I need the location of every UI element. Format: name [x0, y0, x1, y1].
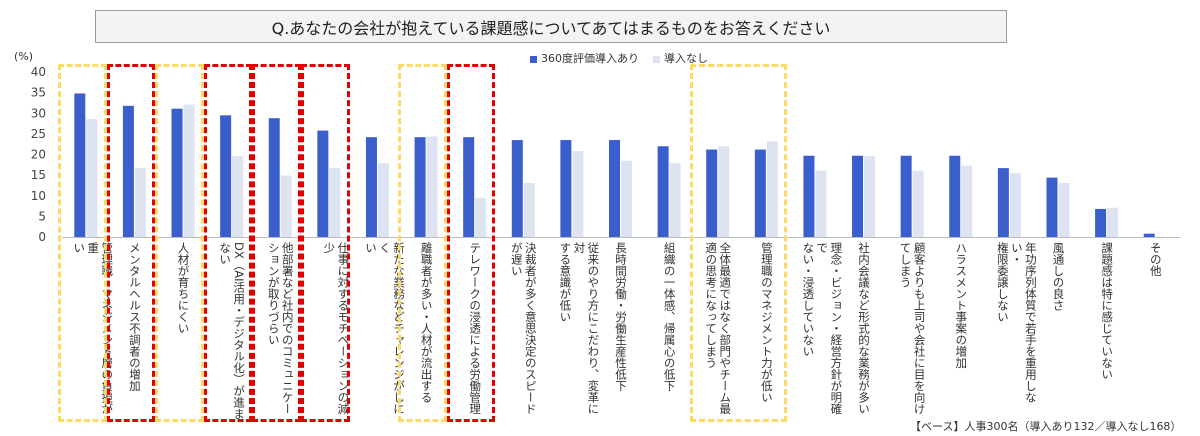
bar-with-360 — [560, 140, 572, 237]
bar-no-360 — [815, 170, 827, 237]
bar-with-360 — [609, 140, 620, 237]
x-category-label: DX（AI活用・デジタル化）が進ま ない — [218, 242, 247, 420]
bar-no-360 — [1058, 182, 1070, 237]
x-category-label: その他 — [1148, 242, 1163, 277]
x-category-label: 課題感は特に感じていない — [1100, 242, 1115, 380]
bar-no-360 — [912, 170, 924, 237]
bar-with-360 — [852, 155, 864, 237]
legend-item-series2: 導入なし — [653, 50, 708, 66]
bar-with-360 — [949, 155, 961, 237]
y-axis-unit: (%) — [14, 50, 34, 63]
bar-no-360 — [232, 156, 244, 237]
highlight-box — [203, 64, 253, 422]
highlight-box — [106, 64, 156, 422]
legend-label: 360度評価導入あり — [541, 52, 639, 65]
bar-no-360 — [864, 156, 876, 237]
bar-with-360 — [997, 168, 1009, 237]
legend-swatch — [653, 55, 660, 63]
bar-with-360 — [414, 137, 426, 237]
x-category-label: 年功序列体質で若手を重用しない・ 権限委譲しない — [995, 242, 1038, 403]
highlight-box — [58, 64, 107, 422]
x-category-label: 長時間労働・労働生産性低下 — [614, 242, 628, 392]
bar-no-360 — [280, 175, 292, 237]
bar-with-360 — [1046, 177, 1058, 237]
x-category-label: 離職者が多い・人材が流出する — [419, 242, 434, 403]
bar-no-360 — [426, 136, 438, 237]
x-category-label: 社内会議など形式的な業務が多い — [857, 242, 872, 415]
x-category-label: 全体最適ではなく部門やチーム最 適の思考になってしまう — [704, 242, 733, 415]
highlight-box — [301, 64, 350, 422]
bar-no-360 — [961, 165, 973, 237]
bar-with-360 — [268, 118, 280, 237]
bar-with-360 — [511, 140, 523, 237]
y-tick-label: 5 — [38, 209, 46, 223]
x-category-label: 人材が育ちにくい — [176, 242, 191, 334]
bar-no-360 — [523, 182, 535, 237]
x-category-label: 組織の一体感、帰属心の低下 — [662, 242, 677, 392]
bar-with-360 — [74, 93, 86, 237]
legend: 360度評価導入あり 導入なし — [530, 50, 708, 66]
x-category-label: 風通しの良さ — [1051, 242, 1066, 311]
bar-no-360 — [1009, 173, 1021, 237]
base-note: 【ベース】人事300名（導入あり132／導入なし168） — [910, 420, 1182, 433]
x-category-label: 決裁者が多く意思決定のスピード が遅い — [509, 242, 538, 415]
bar-no-360 — [766, 141, 778, 237]
bar-no-360 — [572, 151, 584, 237]
bar-with-360 — [803, 155, 815, 237]
legend-item-series1: 360度評価導入あり — [530, 50, 639, 66]
bar-with-360 — [365, 137, 377, 237]
bar-with-360 — [1095, 208, 1107, 237]
x-category-label: 理念・ビジョン・経営方針が明確で ない・浸透していない — [801, 242, 844, 415]
bar-with-360 — [706, 149, 718, 237]
x-category-label: 他部署など社内でのコミュニケー ションが取りづらい — [266, 242, 295, 415]
x-category-label: メンタルヘルス不調者の増加 — [127, 242, 142, 392]
y-tick-label: 20 — [31, 148, 46, 162]
highlight-box — [155, 64, 204, 422]
bar-no-360 — [134, 168, 146, 237]
bar-with-360 — [220, 115, 232, 237]
x-category-label: 管理職のマネジメント力が低い — [759, 242, 774, 403]
bar-no-360 — [183, 104, 195, 238]
bar-no-360 — [86, 119, 98, 237]
bar-with-360 — [657, 146, 669, 237]
bar-with-360 — [754, 149, 766, 237]
bar-with-360 — [900, 155, 912, 237]
y-tick-label: 10 — [31, 189, 46, 203]
y-tick-label: 25 — [31, 127, 46, 141]
highlight-box — [398, 64, 447, 422]
highlight-box — [252, 64, 302, 422]
bar-no-360 — [718, 146, 730, 237]
x-category-label: 顧客よりも上司や会社に目を向け てしまう — [898, 242, 927, 415]
bar-no-360 — [329, 168, 341, 237]
bar-with-360 — [463, 137, 475, 237]
y-tick-label: 40 — [31, 65, 46, 79]
y-tick-label: 35 — [31, 86, 46, 100]
x-category-label: 従来のやり方にこだわり、変革に対 する意識が低い — [558, 242, 601, 415]
legend-swatch — [530, 55, 537, 63]
bar-with-360 — [1143, 233, 1155, 237]
bar-with-360 — [171, 108, 183, 238]
highlight-box — [689, 64, 788, 422]
bar-with-360 — [317, 130, 329, 237]
bar-no-360 — [621, 160, 632, 237]
bar-no-360 — [377, 163, 389, 237]
bar-with-360 — [122, 105, 134, 237]
legend-label: 導入なし — [664, 52, 708, 65]
bar-no-360 — [1107, 207, 1119, 237]
x-category-label: テレワークの浸透による労働管理 — [468, 242, 483, 415]
highlight-box — [446, 64, 496, 422]
bar-no-360 — [475, 197, 487, 237]
bar-no-360 — [669, 163, 681, 237]
y-tick-label: 30 — [31, 106, 46, 120]
y-tick-label: 0 — [38, 230, 46, 244]
y-tick-label: 15 — [31, 168, 46, 182]
chart-title: Q.あなたの会社が抱えている課題感についてあてはまるものをお答えください — [95, 10, 1007, 43]
x-category-label: ハラスメント事案の増加 — [954, 242, 969, 369]
